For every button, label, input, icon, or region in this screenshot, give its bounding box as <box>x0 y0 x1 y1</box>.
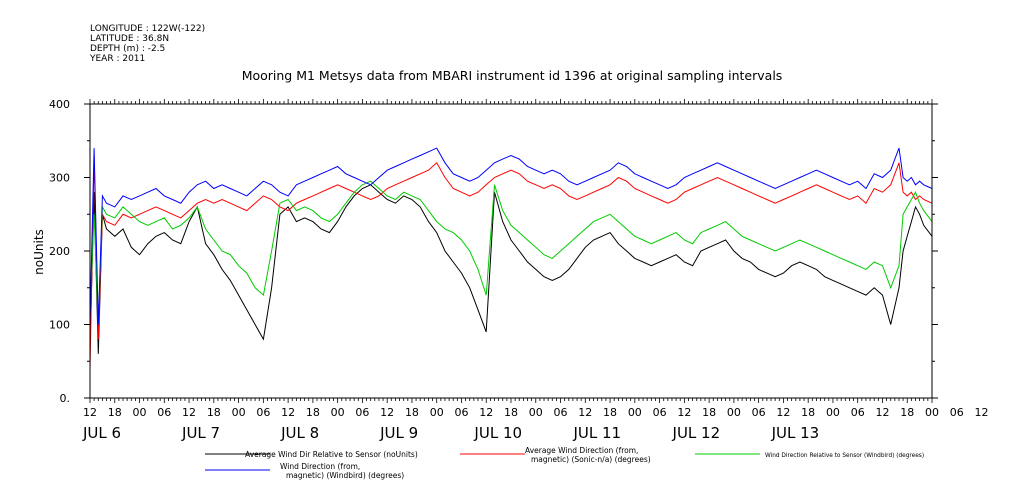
x-tick-label: 00 <box>628 406 642 419</box>
x-tick-label: 00 <box>232 406 246 419</box>
legend-label-1-line2: magnetic) (Sonic-n/a) (degrees) <box>531 455 651 464</box>
x-day-label: JUL 6 <box>82 424 121 442</box>
legend: Average Wind Dir Relative to Sensor (noU… <box>205 446 924 480</box>
x-day-label: JUL 11 <box>572 424 621 442</box>
x-tick-label: 12 <box>380 406 394 419</box>
series-line-2 <box>89 180 933 325</box>
x-tick-label: 12 <box>677 406 691 419</box>
x-tick-label: 12 <box>83 406 97 419</box>
x-tick-label: 12 <box>479 406 493 419</box>
meta-longitude: LONGITUDE : 122W(-122) <box>90 24 205 34</box>
x-day-label: JUL 13 <box>771 424 820 442</box>
plot-area <box>89 147 933 369</box>
chart-title: Mooring M1 Metsys data from MBARI instru… <box>242 68 783 83</box>
x-tick-label: 18 <box>603 406 617 419</box>
axes: 0. 100 200 300 400 12 18 00 06 12 18 00 06 12 18 00 06 12… <box>49 98 989 442</box>
y-axis-label: noUnits <box>32 229 46 275</box>
metadata-block: LONGITUDE : 122W(-122) LATITUDE : 36.8N … <box>89 24 205 64</box>
x-tick-label: 00 <box>529 406 543 419</box>
series-line-1 <box>89 155 933 369</box>
x-tick-label: 06 <box>157 406 171 419</box>
x-tick-label: 00 <box>727 406 741 419</box>
x-tick-label: 06 <box>454 406 468 419</box>
x-tick-label: 18 <box>702 406 716 419</box>
x-day-label: JUL 9 <box>379 424 418 442</box>
x-day-label: JUL 8 <box>280 424 319 442</box>
x-tick-label: 18 <box>900 406 914 419</box>
plot-frame <box>89 103 933 399</box>
x-tick-label: 06 <box>554 406 568 419</box>
x-day-label: JUL 10 <box>473 424 522 442</box>
y-tick-label: 100 <box>49 319 70 332</box>
x-tick-label: 00 <box>925 406 939 419</box>
meta-latitude: LATITUDE : 36.8N <box>90 34 169 44</box>
x-tick-label: 18 <box>207 406 221 419</box>
legend-label-0: Average Wind Dir Relative to Sensor (noU… <box>245 450 418 459</box>
y-tick-label: 200 <box>49 245 70 258</box>
x-tick-label: 18 <box>504 406 518 419</box>
x-tick-label: 18 <box>108 406 122 419</box>
x-tick-label: 06 <box>851 406 865 419</box>
y-tick-label: 0. <box>60 392 71 405</box>
legend-label-3-line2: magnetic) (Windbird) (degrees) <box>286 471 404 480</box>
x-tick-label: 12 <box>875 406 889 419</box>
x-tick-label: 06 <box>752 406 766 419</box>
x-tick-label: 00 <box>133 406 147 419</box>
x-tick-label: 06 <box>355 406 369 419</box>
x-tick-label: 18 <box>801 406 815 419</box>
x-tick-label: 06 <box>653 406 667 419</box>
series-line-0 <box>89 184 933 354</box>
x-tick-label: 06 <box>950 406 964 419</box>
x-tick-label: 18 <box>405 406 419 419</box>
x-tick-label: 12 <box>776 406 790 419</box>
x-tick-label: 18 <box>306 406 320 419</box>
x-tick-label: 00 <box>430 406 444 419</box>
legend-label-3: Wind Direction (from, <box>280 462 360 471</box>
x-tick-label: 12 <box>578 406 592 419</box>
legend-label-1: Average Wind Direction (from, <box>525 446 638 455</box>
series-line-3 <box>89 147 933 325</box>
x-tick-label: 12 <box>975 406 989 419</box>
x-tick-label: 12 <box>281 406 295 419</box>
meta-year: YEAR : 2011 <box>89 54 145 64</box>
x-tick-label: 00 <box>826 406 840 419</box>
y-tick-label: 300 <box>49 172 70 185</box>
x-day-label: JUL 12 <box>672 424 721 442</box>
meta-depth: DEPTH (m) : -2.5 <box>90 44 165 54</box>
x-tick-label: 12 <box>182 406 196 419</box>
x-day-label: JUL 7 <box>181 424 220 442</box>
legend-label-2: Wind Direction Relative to Sensor (Windb… <box>765 453 924 459</box>
y-tick-label: 400 <box>49 98 70 111</box>
x-tick-label: 06 <box>256 406 270 419</box>
x-tick-label: 00 <box>331 406 345 419</box>
